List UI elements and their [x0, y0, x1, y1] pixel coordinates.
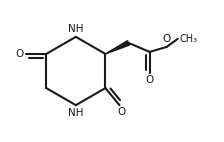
Text: CH₃: CH₃ [180, 34, 198, 44]
Text: O: O [145, 75, 154, 85]
Text: O: O [163, 34, 171, 44]
Polygon shape [106, 41, 129, 54]
Text: O: O [15, 49, 24, 59]
Text: NH: NH [68, 24, 84, 35]
Text: O: O [117, 107, 125, 117]
Text: NH: NH [68, 107, 84, 118]
